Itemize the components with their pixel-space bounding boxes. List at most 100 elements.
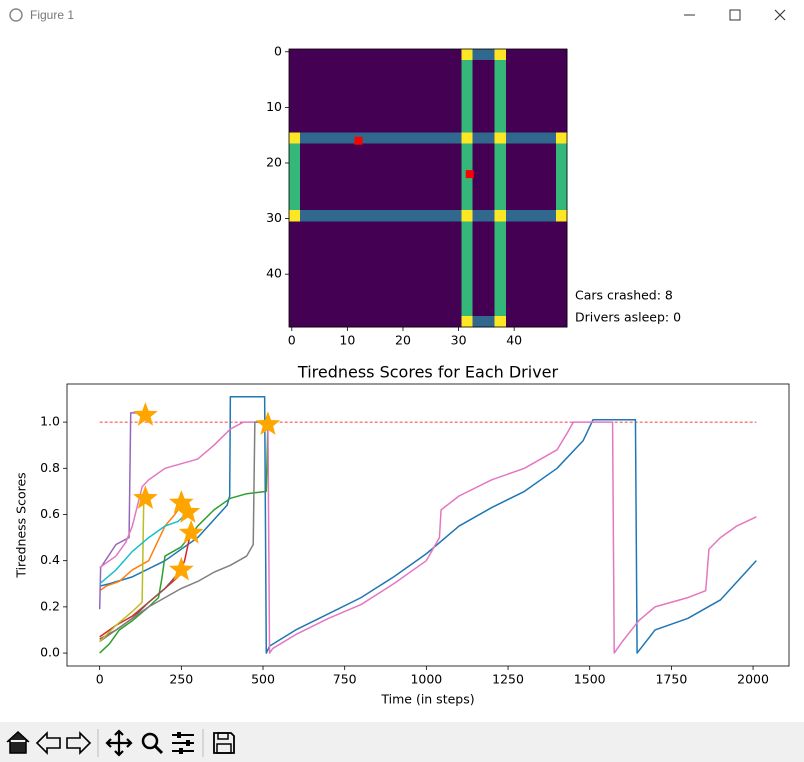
heatmap-cell <box>400 137 407 144</box>
close-button[interactable] <box>774 9 786 21</box>
y-tick-label: 0.2 <box>40 598 60 613</box>
heatmap-cell <box>500 182 507 189</box>
heatmap-cell <box>294 238 301 244</box>
heatmap-cell <box>505 143 512 150</box>
heatmap-cell <box>455 71 462 78</box>
heatmap-cell <box>383 71 390 78</box>
heatmap-cell <box>516 171 523 178</box>
heatmap-cell <box>500 221 507 228</box>
heatmap-cell <box>355 71 362 78</box>
heatmap-cell <box>322 293 329 300</box>
heatmap-cell <box>522 154 529 161</box>
heatmap-cell <box>405 188 412 194</box>
heatmap-cell <box>428 304 434 311</box>
heatmap-cell <box>339 310 345 317</box>
heatmap-cell <box>383 215 390 222</box>
heatmap-cell <box>539 321 546 328</box>
heatmap-cell <box>394 110 401 117</box>
heatmap-cell <box>311 249 318 256</box>
heatmap-cell <box>505 265 512 272</box>
heatmap-cell <box>305 76 312 83</box>
series-line <box>99 511 189 585</box>
heatmap-cell <box>455 271 462 278</box>
heatmap-cell <box>439 121 446 128</box>
heatmap-cell <box>377 304 384 311</box>
heatmap-cell <box>300 93 307 100</box>
heatmap-cell <box>450 165 457 172</box>
heatmap-cell <box>377 82 384 89</box>
heatmap-cell <box>394 154 401 161</box>
heatmap-cell <box>444 99 451 105</box>
heatmap-cell <box>489 315 496 322</box>
heatmap-cell <box>428 87 434 94</box>
heatmap-cell <box>439 65 446 72</box>
heatmap-cell <box>528 176 535 183</box>
heatmap-cell <box>539 215 546 222</box>
heatmap-cell <box>411 54 418 61</box>
heatmap-cell <box>450 293 457 300</box>
heatmap-cell <box>327 137 334 144</box>
heatmap-cell <box>405 137 412 144</box>
heatmap-cell <box>422 93 429 100</box>
pan-button[interactable] <box>105 729 133 757</box>
heatmap-cell <box>300 299 307 306</box>
heatmap-cell <box>466 65 473 72</box>
heatmap-cell <box>522 210 529 217</box>
heatmap-cell <box>377 143 384 150</box>
heatmap-cell <box>411 321 418 328</box>
home-button[interactable] <box>6 730 30 754</box>
heatmap-cell <box>289 260 295 267</box>
save-button[interactable] <box>213 732 235 754</box>
heatmap-cell <box>544 104 551 111</box>
heatmap-cell <box>555 121 562 128</box>
heatmap-cell <box>405 243 412 250</box>
heatmap-cell <box>422 176 429 183</box>
heatmap-cell <box>500 188 507 194</box>
heatmap-cell <box>450 226 457 233</box>
heatmap-cell <box>394 238 401 244</box>
heatmap-cell <box>305 160 312 167</box>
heatmap-cell <box>361 154 368 161</box>
heatmap-cell <box>428 221 434 228</box>
heatmap-cell <box>361 288 368 295</box>
heatmap-cell <box>339 238 345 244</box>
heatmap-cell <box>389 121 396 128</box>
heatmap-cell <box>289 121 295 128</box>
heatmap-cell <box>533 149 540 156</box>
heatmap-cell <box>516 304 523 311</box>
heatmap-cell <box>361 204 368 211</box>
heatmap-cell <box>478 60 484 67</box>
heatmap-cell <box>555 282 562 289</box>
heatmap-cell <box>539 265 546 272</box>
maximize-button[interactable] <box>729 9 741 21</box>
heatmap-cell <box>455 238 462 244</box>
heatmap-cell <box>461 160 468 167</box>
heatmap-cell <box>294 293 301 300</box>
forward-button[interactable] <box>66 731 92 755</box>
heatmap-cell <box>494 165 501 172</box>
heatmap-cell <box>533 249 540 256</box>
heatmap-cell <box>472 60 479 67</box>
heatmap-cell <box>300 165 307 172</box>
heatmap-cell <box>289 199 295 206</box>
heatmap-cell <box>466 271 473 278</box>
zoom-button[interactable] <box>141 732 164 755</box>
heatmap-cell <box>478 110 484 117</box>
heatmap-cell <box>327 49 334 55</box>
heatmap-cell <box>377 132 384 139</box>
heatmap-cell <box>433 160 440 167</box>
heatmap-cell <box>366 232 373 239</box>
back-button[interactable] <box>35 731 61 755</box>
heatmap-cell <box>539 210 546 217</box>
heatmap-cell <box>316 65 323 72</box>
configure-button[interactable] <box>172 732 194 754</box>
y-tick-label: 1.0 <box>40 414 60 429</box>
heatmap-cell <box>294 226 301 233</box>
heatmap-cell <box>366 93 373 100</box>
heatmap-cell <box>383 160 390 167</box>
heatmap-cell <box>400 143 407 150</box>
heatmap-cell <box>516 193 523 200</box>
heatmap-cell <box>411 260 418 267</box>
heatmap-cell <box>350 143 357 150</box>
heatmap-cell <box>366 293 373 300</box>
